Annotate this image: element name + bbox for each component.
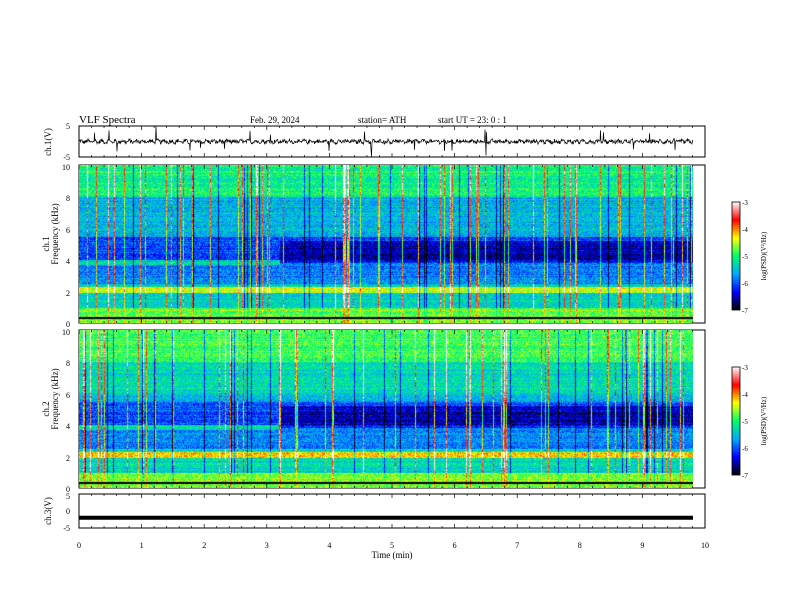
cbar2-tick-m6: -6 xyxy=(742,445,748,453)
figure-title: VLF Spectra xyxy=(79,114,136,126)
ch1-colorbar xyxy=(732,202,740,310)
ch3-waveform-frame xyxy=(78,493,706,529)
cbar1-tick-m7: -7 xyxy=(742,307,748,315)
station-label: station= ATH xyxy=(358,115,407,125)
ch1-colorbar-ticklabels: -3 -4 -5 -6 -7 xyxy=(742,199,748,315)
ch2-spectrogram-image xyxy=(79,330,693,488)
ch1-spectrogram-ylabel-frequency: Frequency (kHz) xyxy=(50,203,60,264)
time-tick-label: 3 xyxy=(265,541,269,550)
ch1-spectrogram-yticklabels: 10 8 6 4 2 0 xyxy=(62,163,70,329)
ch2-freq-tick-6: 6 xyxy=(66,391,70,400)
ch2-freq-tick-2: 2 xyxy=(66,454,70,463)
ch2-colorbar-frame xyxy=(731,366,741,476)
ch1-waveform-trace xyxy=(78,126,694,157)
ch1-freq-tick-4: 4 xyxy=(66,257,70,266)
ch1-spectrogram-ticks xyxy=(78,165,706,323)
time-tick-label: 8 xyxy=(578,541,582,550)
ch2-colorbar-ticklabels: -3 -4 -5 -6 -7 xyxy=(742,364,748,480)
ch1-ytick-bottom: -5 xyxy=(63,153,70,162)
ch1-spectrogram-ylabel-channel: ch.1 xyxy=(41,236,51,251)
ch1-waveform-ticks xyxy=(78,126,706,157)
cbar1-tick-m4: -4 xyxy=(742,226,748,234)
cbar1-tick-m3: -3 xyxy=(742,199,748,207)
ch3-waveform-panel: 5 0 -5 ch.3(V) 0 1 2 3 4 5 6 7 8 9 10 Time (min) xyxy=(43,492,709,560)
ch3-ytick-0: 0 xyxy=(66,507,70,516)
ch1-freq-tick-10: 10 xyxy=(62,163,70,172)
ch2-freq-tick-4: 4 xyxy=(66,422,70,431)
time-tick-label: 6 xyxy=(453,541,457,550)
ch2-colorbar-label: log(PSD)(V²/Hz) xyxy=(760,396,768,445)
time-tick-label: 2 xyxy=(202,541,206,550)
ch1-spectrogram-panel: 10 8 6 4 2 0 ch.1 Frequency (kHz) -3 -4 … xyxy=(41,163,768,329)
cbar2-tick-m5: -5 xyxy=(742,418,748,426)
time-axis-ticklabels: 0 1 2 3 4 5 6 7 8 9 10 xyxy=(77,541,709,550)
start-ut-label: start UT = 23: 0 : 1 xyxy=(438,115,507,125)
time-axis-label: Time (min) xyxy=(372,550,413,560)
time-tick-label: 10 xyxy=(701,541,709,550)
ch1-freq-tick-0: 0 xyxy=(66,320,70,329)
ch2-freq-tick-8: 8 xyxy=(66,359,70,368)
cbar2-tick-m4: -4 xyxy=(742,391,748,399)
cbar1-tick-m5: -5 xyxy=(742,253,748,261)
ch1-freq-tick-6: 6 xyxy=(66,226,70,235)
time-tick-label: 5 xyxy=(390,541,394,550)
time-tick-label: 4 xyxy=(327,541,331,550)
ch2-spectrogram-ylabel-frequency: Frequency (kHz) xyxy=(50,368,60,429)
cbar2-tick-m7: -7 xyxy=(742,472,748,480)
ch2-spectrogram-yticklabels: 10 8 6 4 2 0 xyxy=(62,328,70,494)
time-tick-label: 0 xyxy=(77,541,81,550)
ch3-ytick-5: 5 xyxy=(66,492,70,501)
ch2-colorbar xyxy=(732,367,740,475)
ch1-freq-tick-8: 8 xyxy=(66,194,70,203)
cbar1-tick-m6: -6 xyxy=(742,280,748,288)
ch2-spectrogram-panel: 10 8 6 4 2 0 ch.2 Frequency (kHz) -3 -4 … xyxy=(41,328,768,494)
ch1-colorbar-frame xyxy=(731,201,741,311)
ch1-freq-tick-2: 2 xyxy=(66,289,70,298)
time-tick-label: 1 xyxy=(140,541,144,550)
ch3-waveform-ticks xyxy=(78,494,706,528)
ch2-spectrogram-ylabel-channel: ch.2 xyxy=(41,401,51,416)
ch1-waveform-panel: 5 -5 ch.1(V) xyxy=(43,122,706,162)
date-label: Feb. 29, 2024 xyxy=(250,115,300,125)
ch1-spectrogram-image xyxy=(79,165,693,323)
ch3-waveform-ylabel: ch.3(V) xyxy=(43,497,53,525)
time-tick-label: 7 xyxy=(515,541,519,550)
ch2-freq-tick-0: 0 xyxy=(66,485,70,494)
ch1-colorbar-label: log(PSD)(V²/Hz) xyxy=(760,231,768,280)
cbar2-tick-m3: -3 xyxy=(742,364,748,372)
ch2-spectrogram-ticks xyxy=(78,330,706,488)
ch2-freq-tick-10: 10 xyxy=(62,328,70,337)
ch1-waveform-ylabel: ch.1(V) xyxy=(43,128,53,156)
ch3-ytick-m5: -5 xyxy=(63,524,70,533)
time-tick-label: 9 xyxy=(640,541,644,550)
ch1-ytick-top: 5 xyxy=(66,122,70,131)
